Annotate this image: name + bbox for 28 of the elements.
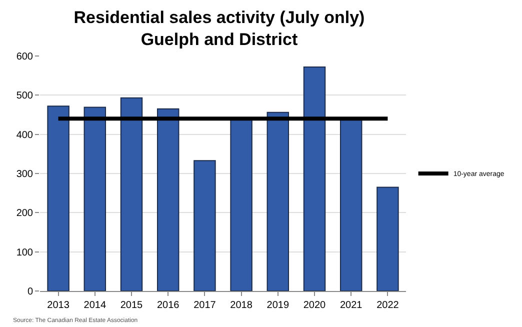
bar xyxy=(84,106,106,291)
x-tick-label: 2021 xyxy=(340,300,363,311)
x-tick-label: 2022 xyxy=(376,300,400,311)
x-tick-label: 2019 xyxy=(266,300,290,311)
y-tick-label: 100 xyxy=(16,247,34,258)
y-tick-label: 0 xyxy=(27,286,34,298)
chart-title: Residential sales activity (July only) Guelph and District xyxy=(74,8,365,49)
bar xyxy=(230,118,252,291)
x-tick-label: 2013 xyxy=(47,300,70,311)
bar xyxy=(120,97,143,291)
y-tick-label: 500 xyxy=(16,90,34,102)
x-tick-label: 2016 xyxy=(156,300,180,311)
y-tick-label: 200 xyxy=(16,208,34,220)
bar xyxy=(340,118,362,291)
bar xyxy=(376,186,399,291)
bar xyxy=(303,66,326,291)
x-tick-label: 2015 xyxy=(120,300,144,311)
x-tick-label: 2017 xyxy=(194,300,216,311)
x-tick-label: 2014 xyxy=(84,300,106,311)
y-tick-label: 600 xyxy=(16,52,34,62)
bar xyxy=(47,106,70,291)
x-tick-label: 2018 xyxy=(230,300,253,311)
bar xyxy=(194,160,216,291)
bar xyxy=(156,108,180,291)
bar xyxy=(266,112,290,291)
y-tick-label: 300 xyxy=(16,169,34,180)
x-tick-label: 2020 xyxy=(303,300,326,311)
y-tick-label: 400 xyxy=(16,130,34,141)
